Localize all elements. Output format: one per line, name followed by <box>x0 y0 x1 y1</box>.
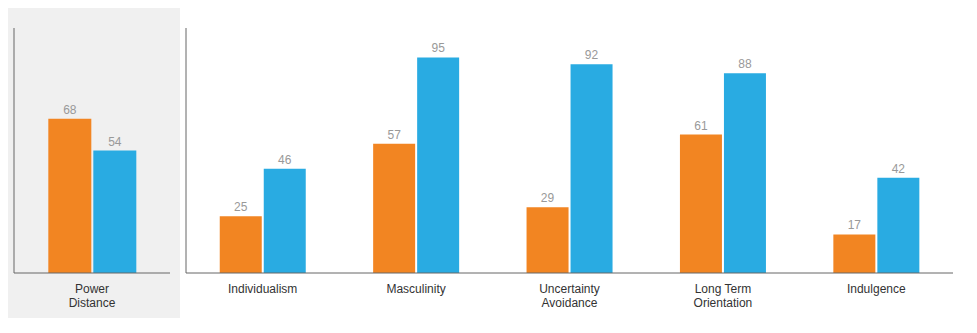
svg-text:PowerDistance: PowerDistance <box>69 282 116 310</box>
svg-text:17: 17 <box>848 218 862 232</box>
svg-text:Individualism: Individualism <box>228 282 297 296</box>
svg-text:92: 92 <box>585 48 599 62</box>
svg-text:25: 25 <box>234 200 248 214</box>
svg-text:Indulgence: Indulgence <box>847 282 906 296</box>
svg-text:46: 46 <box>278 153 292 167</box>
svg-text:54: 54 <box>108 135 122 149</box>
svg-text:29: 29 <box>541 191 555 205</box>
svg-text:42: 42 <box>892 162 906 176</box>
svg-text:61: 61 <box>694 119 708 133</box>
svg-text:68: 68 <box>63 103 77 117</box>
svg-text:95: 95 <box>431 41 445 55</box>
svg-text:Long TermOrientation: Long TermOrientation <box>694 282 753 310</box>
svg-text:Masculinity: Masculinity <box>386 282 445 296</box>
svg-text:88: 88 <box>738 57 752 71</box>
svg-text:57: 57 <box>387 128 401 142</box>
svg-text:UncertaintyAvoidance: UncertaintyAvoidance <box>539 282 600 310</box>
